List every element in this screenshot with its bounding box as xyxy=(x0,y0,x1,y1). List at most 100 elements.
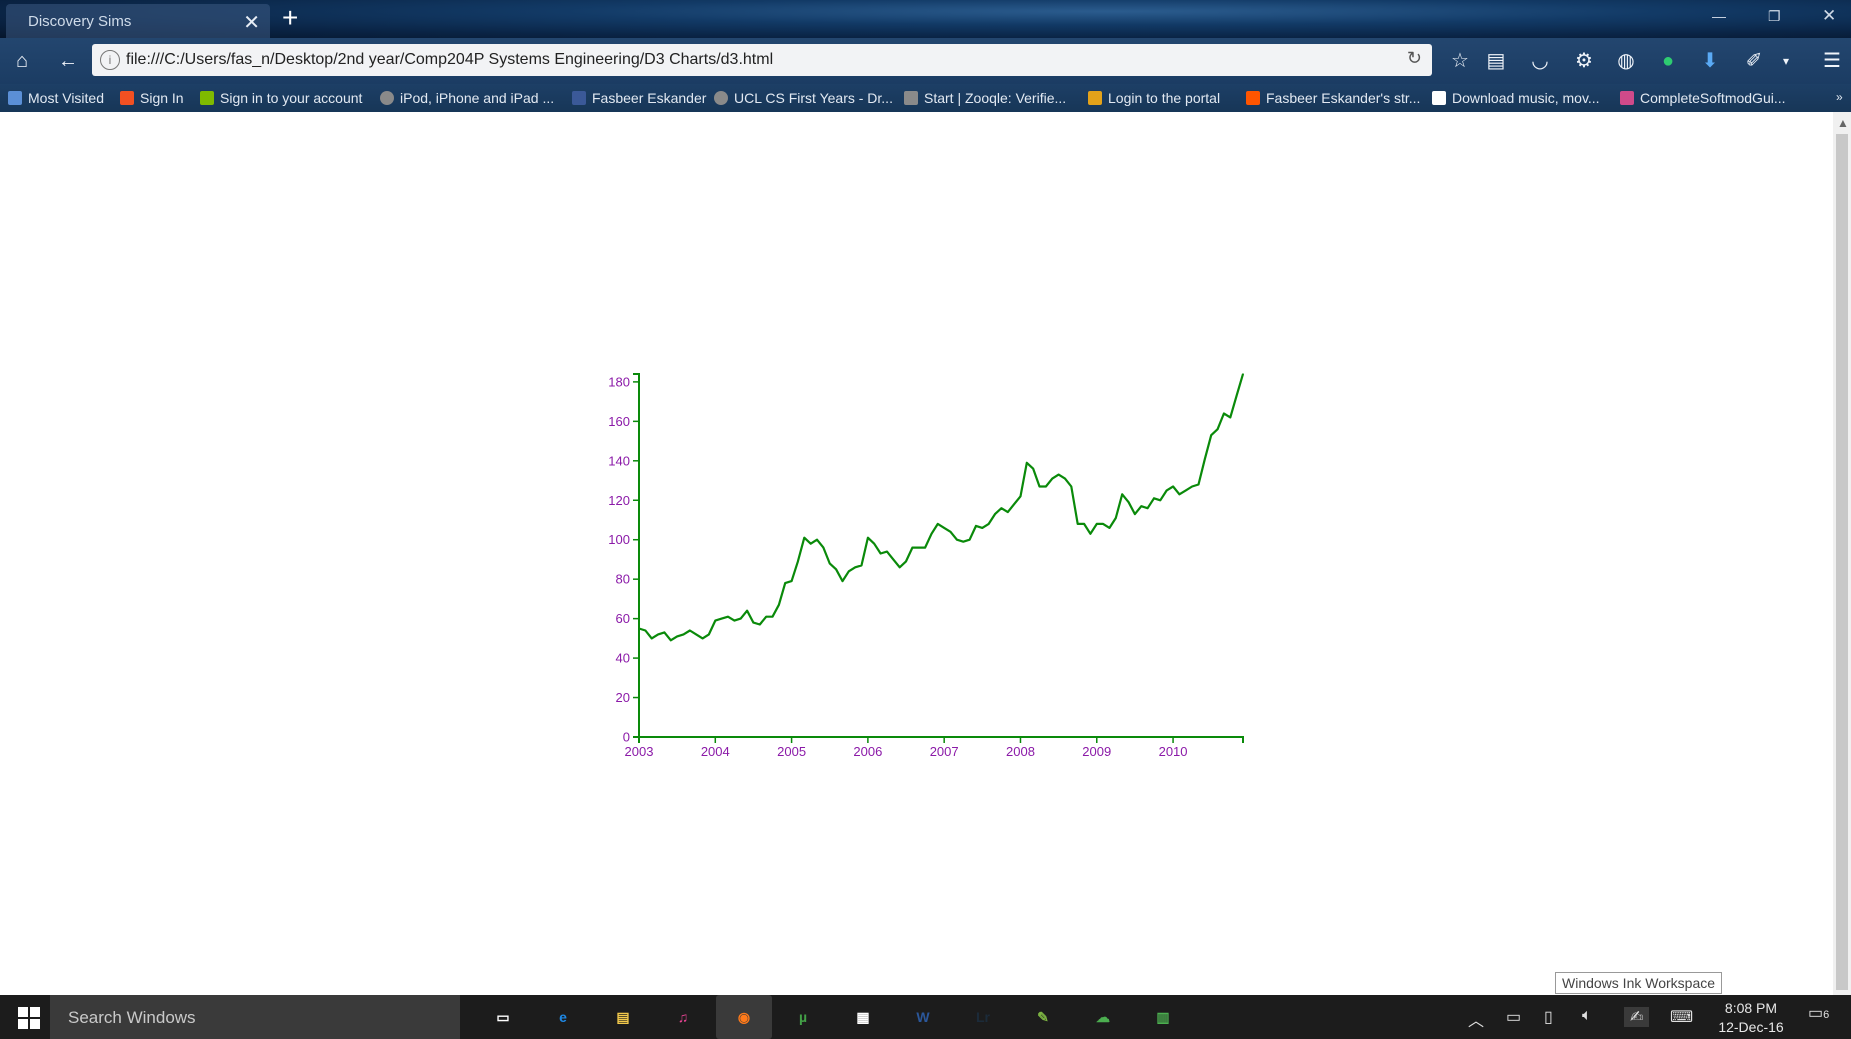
navigation-toolbar: ⌂ ← i file:///C:/Users/fas_n/Desktop/2nd… xyxy=(0,38,1851,84)
itunes-icon[interactable]: ♫ xyxy=(677,1009,689,1025)
data-point xyxy=(1102,523,1104,525)
url-bar[interactable]: i file:///C:/Users/fas_n/Desktop/2nd yea… xyxy=(92,44,1432,76)
y-tick-label: 100 xyxy=(608,532,630,547)
scroll-thumb[interactable] xyxy=(1836,134,1848,990)
home-icon[interactable]: ⌂ xyxy=(15,50,29,72)
new-tab-icon[interactable]: + xyxy=(282,2,299,33)
line-chart: 0 20 40 60 80 100 120 140 160 180 2003 2004 2005 2006… xyxy=(608,373,1245,759)
data-point xyxy=(886,550,888,553)
reading-list-icon[interactable]: ▤ xyxy=(1486,50,1506,72)
back-icon[interactable]: ← xyxy=(58,50,78,72)
data-point xyxy=(1089,533,1092,535)
data-point xyxy=(968,538,971,541)
tray-overflow-icon[interactable]: ︿ xyxy=(1468,1013,1485,1030)
data-point xyxy=(898,566,901,569)
data-point xyxy=(816,538,818,541)
info-icon[interactable]: i xyxy=(100,50,120,70)
bookmark-item[interactable]: Login to the portal xyxy=(1088,90,1220,106)
data-point xyxy=(733,619,736,622)
notification-center-icon[interactable]: ▭6 xyxy=(1808,1005,1830,1022)
word-icon[interactable]: W xyxy=(916,1009,930,1025)
bookmark-item[interactable]: Fasbeer Eskander xyxy=(572,90,706,106)
pocket-icon[interactable]: ◡ xyxy=(1531,50,1549,72)
extension-icon[interactable]: ◍ xyxy=(1617,50,1635,72)
close-window-icon[interactable]: ✕ xyxy=(1822,6,1837,25)
data-point xyxy=(962,540,965,543)
data-point xyxy=(746,609,748,612)
url-text: file:///C:/Users/fas_n/Desktop/2nd year/… xyxy=(126,51,774,68)
data-point xyxy=(765,615,767,618)
addon-icon[interactable]: ✐ xyxy=(1745,50,1763,72)
keyboard-icon[interactable]: ⌨︎ xyxy=(1670,1009,1694,1026)
x-tick-label: 2007 xyxy=(930,744,959,759)
cloud-app-icon[interactable]: ☁ xyxy=(1096,1009,1110,1025)
close-tab-icon[interactable]: ✕ xyxy=(243,12,260,34)
bookmark-item[interactable]: Most Visited xyxy=(8,90,104,106)
reload-icon[interactable]: ↻ xyxy=(1406,48,1422,68)
data-point xyxy=(1000,507,1003,510)
data-point xyxy=(695,633,697,636)
search-placeholder: Search Windows xyxy=(68,1008,196,1027)
restore-icon[interactable]: ❐ xyxy=(1768,8,1781,24)
task-view-icon[interactable]: ▭ xyxy=(496,1009,510,1025)
utorrent-icon[interactable]: µ xyxy=(798,1009,808,1025)
minimize-icon[interactable]: — xyxy=(1712,8,1726,24)
data-point xyxy=(956,538,958,541)
vpn-icon[interactable]: ● xyxy=(1661,50,1675,72)
data-point xyxy=(1159,499,1162,502)
y-tick-label: 180 xyxy=(608,374,630,389)
bookmark-item[interactable]: CompleteSoftmodGui... xyxy=(1620,90,1786,106)
data-point xyxy=(835,568,837,571)
y-tick-label: 0 xyxy=(623,730,630,745)
data-point xyxy=(1096,523,1098,525)
globe-icon xyxy=(8,91,22,105)
data-point xyxy=(1057,473,1060,476)
series-line xyxy=(638,373,1245,642)
game-icon[interactable]: ✎ xyxy=(1037,1009,1049,1025)
notes-app-icon[interactable]: ▥ xyxy=(1156,1009,1170,1025)
windows-start-icon[interactable] xyxy=(18,1007,40,1029)
bookmark-item[interactable]: Start | Zooqle: Verifie... xyxy=(904,90,1066,106)
bookmark-item[interactable]: Sign In xyxy=(120,90,184,106)
data-point xyxy=(1172,485,1174,488)
overflow-chevron-icon[interactable]: ▾ xyxy=(1782,54,1790,68)
data-point xyxy=(714,619,717,622)
data-point xyxy=(1051,477,1054,480)
bookmark-star-icon[interactable]: ☆ xyxy=(1451,50,1469,72)
bookmark-item[interactable]: iPod, iPhone and iPad ... xyxy=(380,90,554,106)
data-point xyxy=(1083,523,1085,525)
data-point xyxy=(854,566,856,569)
settings-gear-icon[interactable]: ⚙ xyxy=(1575,50,1593,72)
network-icon[interactable]: ▯ xyxy=(1544,1009,1553,1026)
bookmark-item[interactable]: Sign in to your account xyxy=(200,90,362,106)
bookmark-item[interactable]: Fasbeer Eskander's str... xyxy=(1246,90,1420,106)
firefox-icon[interactable]: ◉ xyxy=(716,995,772,1039)
volume-icon[interactable]: 🔈︎ xyxy=(1582,1007,1592,1024)
scroll-up-icon[interactable]: ▲ xyxy=(1837,116,1849,130)
data-point xyxy=(924,546,926,549)
menu-icon[interactable]: ☰ xyxy=(1823,50,1841,72)
system-clock[interactable]: 8:08 PM 12-Dec-16 xyxy=(1716,999,1786,1037)
browser-tab[interactable]: Discovery Sims ✕ xyxy=(6,4,270,38)
store-icon[interactable]: ▦ xyxy=(856,1009,870,1025)
zooqle-icon xyxy=(904,91,918,105)
data-point xyxy=(867,536,869,539)
bookmarks-overflow-icon[interactable]: » xyxy=(1836,90,1843,104)
data-point xyxy=(1204,458,1206,460)
edge-icon[interactable]: e xyxy=(559,1009,567,1025)
data-point xyxy=(1064,477,1066,480)
lightroom-icon[interactable]: Lr xyxy=(976,1009,990,1025)
bookmark-item[interactable]: Download music, mov... xyxy=(1432,90,1600,106)
vertical-scrollbar[interactable]: ▲ xyxy=(1833,112,1851,995)
data-point xyxy=(1165,489,1168,492)
data-point xyxy=(987,523,990,525)
download-icon[interactable]: ⬇ xyxy=(1701,50,1719,72)
taskbar-search-box[interactable]: Search Windows xyxy=(50,995,460,1039)
bookmark-item[interactable]: UCL CS First Years - Dr... xyxy=(714,90,893,106)
file-explorer-icon[interactable]: ▤ xyxy=(616,1009,630,1025)
battery-icon[interactable]: ▭ xyxy=(1506,1009,1522,1026)
notification-count: 6 xyxy=(1823,1009,1830,1021)
data-point xyxy=(975,525,977,527)
data-point xyxy=(1229,416,1232,419)
ink-pen-icon[interactable]: ✍︎ xyxy=(1624,1007,1650,1027)
